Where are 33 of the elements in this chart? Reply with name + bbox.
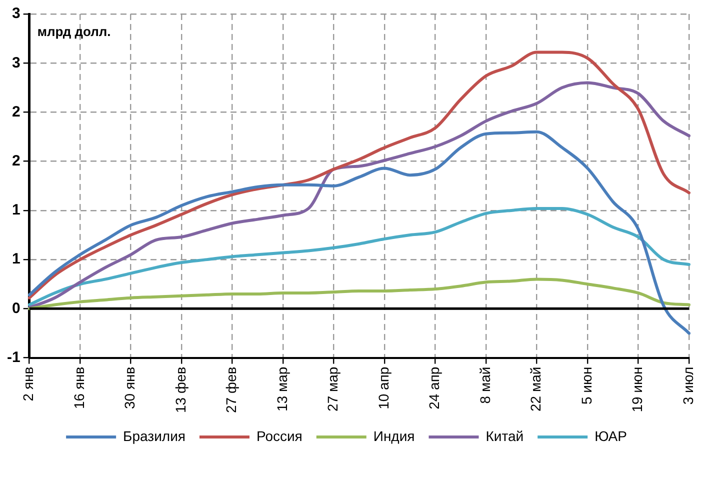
x-tick-label: 16 янв [70,366,87,410]
y-tick-label: 0 [12,300,20,317]
x-tick-label: 24 апр [426,366,442,410]
x-tick-label: 13 мар [274,366,290,412]
legend-label: Индия [373,428,415,444]
y-tick-label: 3 [12,54,20,72]
legend-label: Россия [256,428,302,444]
x-tick-label: 3 июл [680,366,696,405]
y-axis-title: млрд долл. [37,24,111,40]
x-tick-label: 30 янв [122,366,138,410]
y-tick-label: 3 [12,5,20,22]
x-tick-label: 5 июн [578,366,594,405]
line-series [28,81,690,310]
line-series [28,130,690,335]
x-tick-label: 10 апр [375,366,392,410]
x-tick-label: 27 фев [223,366,240,414]
line-series [28,50,690,300]
x-tick-label: 8 май [476,366,493,404]
legend-label: ЮАР [594,428,627,444]
x-tick-label: 2 янв [20,366,36,402]
y-tick-label: 2 [12,103,20,120]
line-series [28,278,690,310]
line-series [28,206,690,306]
x-tick-label: 13 фев [172,366,188,414]
x-tick-label: 27 мар [324,366,341,412]
y-tick-label: 1 [12,250,20,268]
legend-label: Бразилия [123,428,186,444]
y-tick-label: 2 [12,152,20,170]
legend-label: Китай [486,428,524,444]
x-tick-label: 19 июн [629,366,646,412]
y-tick-label: -1 [6,348,20,366]
x-tick-label: 22 май [528,366,544,412]
y-tick-label: 1 [12,202,20,219]
